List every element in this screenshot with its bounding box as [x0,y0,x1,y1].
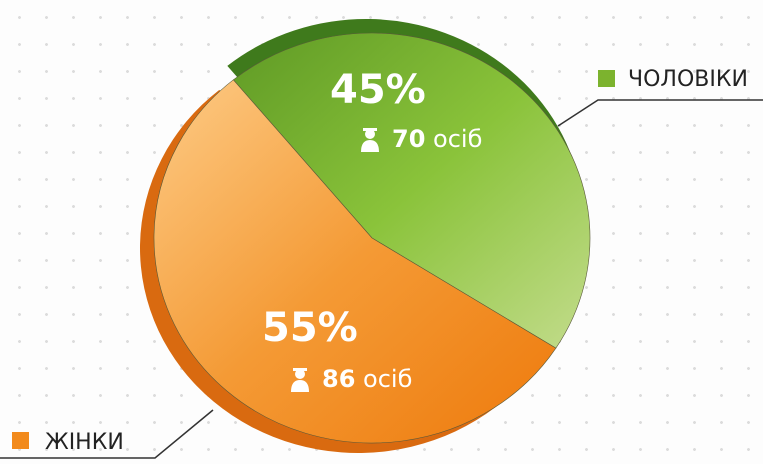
value-label: 55% [262,305,358,351]
count-unit: осіб [433,125,482,153]
legend-label: ЖІНКИ [45,430,124,455]
legend-swatch [12,432,29,449]
count-number: 86 [322,365,355,393]
icon-cap [293,368,307,371]
person-icon [291,368,309,392]
legend-label: ЧОЛОВІКИ [628,67,748,92]
icon-body [361,140,379,152]
leader-line [0,409,214,459]
count-space [425,125,433,153]
icon-cap [363,128,377,131]
count-unit: осіб [363,365,412,393]
icon-body [291,380,309,392]
count-number: 70 [392,125,425,153]
icon-head [295,369,305,379]
count-space [355,365,363,393]
person-icon [361,128,379,152]
count-label: 70 осіб [392,125,482,153]
slice [153,79,557,444]
value-label: 45% [330,67,426,113]
icon-head [365,129,375,139]
legend-swatch [598,70,615,87]
leader-line [557,99,763,127]
slice [232,32,591,349]
count-label: 86 осіб [322,365,412,393]
